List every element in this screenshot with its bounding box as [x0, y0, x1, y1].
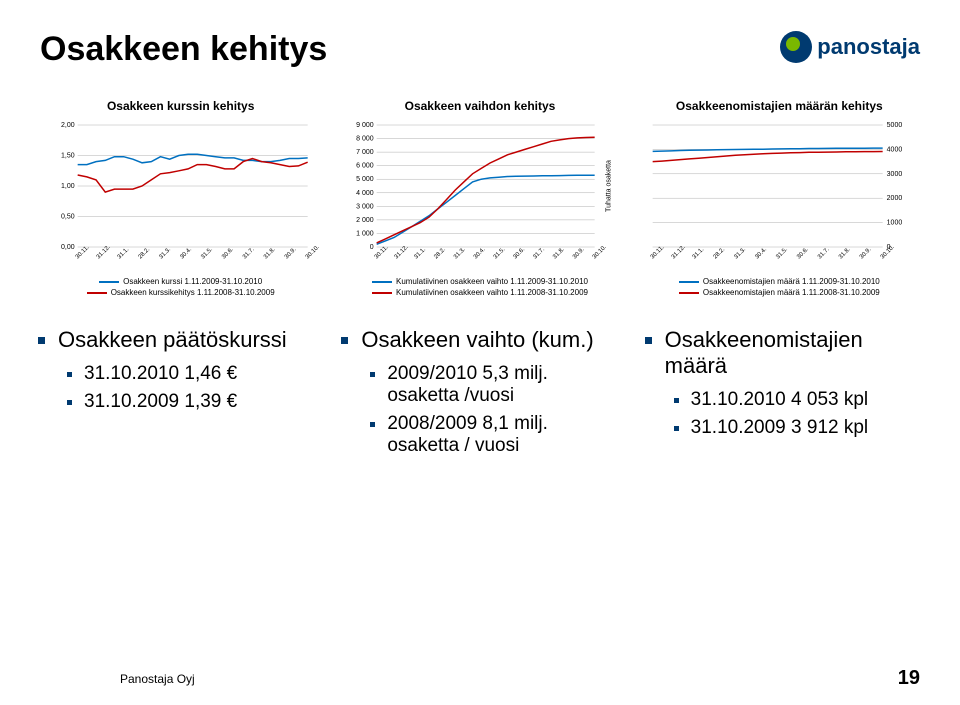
svg-text:28.2.: 28.2.	[138, 246, 152, 260]
svg-text:31.12.: 31.12.	[394, 244, 410, 260]
svg-text:1,50: 1,50	[61, 153, 75, 160]
svg-text:30.4.: 30.4.	[473, 246, 487, 260]
legend-item: Osakkeen kurssikehitys 1.11.2008-31.10.2…	[87, 288, 275, 297]
svg-text:30.10.: 30.10.	[305, 244, 321, 260]
page-number: 19	[898, 667, 920, 690]
svg-text:5 000: 5 000	[356, 176, 374, 183]
chart-volume: Osakkeen vaihdon kehitys 0 1 000 2 000 3 00…	[339, 99, 620, 297]
chart-volume-legend: Kumulatiivinen osakkeen vaihto 1.11.2009…	[372, 277, 588, 297]
svg-text:31.5.: 31.5.	[775, 246, 789, 260]
svg-text:30.11.: 30.11.	[374, 244, 390, 260]
svg-text:31.5.: 31.5.	[493, 246, 507, 260]
svg-text:30.11.: 30.11.	[75, 244, 91, 260]
panostaja-logo-icon	[779, 30, 813, 64]
svg-text:30.10.: 30.10.	[592, 244, 608, 260]
svg-text:30.9.: 30.9.	[572, 246, 586, 260]
chart-owners-title: Osakkeenomistajien määrän kehitys	[676, 99, 883, 113]
svg-text:31.7.: 31.7.	[533, 246, 547, 260]
col2-heading: Osakkeen vaihto (kum.)	[361, 327, 593, 352]
svg-text:6 000: 6 000	[356, 163, 374, 170]
chart-price-plot: 0,00 0,50 1,00 1,50 2,00 30.11. 31.12. 31.1. 28.…	[40, 121, 321, 271]
svg-text:31.3.: 31.3.	[158, 246, 172, 260]
svg-text:9 000: 9 000	[356, 122, 374, 129]
svg-text:3 000: 3 000	[356, 203, 374, 210]
svg-text:2 000: 2 000	[356, 217, 374, 224]
svg-text:31.8.: 31.8.	[553, 246, 567, 260]
svg-text:8 000: 8 000	[356, 136, 374, 143]
svg-text:0,00: 0,00	[61, 244, 75, 251]
svg-text:1000: 1000	[886, 220, 902, 227]
legend-item: Kumulatiivinen osakkeen vaihto 1.11.2008…	[372, 288, 588, 297]
svg-text:30.9.: 30.9.	[284, 246, 298, 260]
chart-owners-legend: Osakkeenomistajien määrä 1.11.2009-31.10…	[679, 277, 880, 297]
svg-text:4000: 4000	[886, 146, 902, 153]
chart-owners-plot: 01000200030004000500030.11.31.12.31.1.28…	[639, 121, 920, 271]
chart-price-title: Osakkeen kurssin kehitys	[107, 99, 254, 113]
page-title: Osakkeen kehitys	[40, 30, 327, 69]
svg-text:30.6.: 30.6.	[221, 246, 235, 260]
list-item: 31.10.2010 1,46 €	[84, 363, 313, 385]
svg-text:31.5.: 31.5.	[200, 246, 214, 260]
chart-volume-plot: 0 1 000 2 000 3 000 4 000 5 000 6 000 7 000 8 00…	[339, 121, 620, 271]
bullets-col3: Osakkeenomistajien määrä 31.10.2010 4 05…	[647, 327, 920, 457]
svg-text:30.6.: 30.6.	[513, 246, 527, 260]
svg-text:2000: 2000	[886, 195, 902, 202]
chart-volume-title: Osakkeen vaihdon kehitys	[405, 99, 556, 113]
svg-text:31.8.: 31.8.	[838, 246, 852, 260]
svg-text:4 000: 4 000	[356, 190, 374, 197]
list-item: 2008/2009 8,1 milj. osaketta / vuosi	[387, 413, 616, 457]
svg-text:3000: 3000	[886, 171, 902, 178]
list-item: 31.10.2009 3 912 kpl	[691, 417, 920, 439]
svg-text:30.11.: 30.11.	[649, 244, 665, 260]
list-item: 31.10.2009 1,39 €	[84, 391, 313, 413]
svg-text:31.3.: 31.3.	[453, 246, 467, 260]
logo: panostaja	[779, 30, 920, 64]
legend-item: Osakkeenomistajien määrä 1.11.2008-31.10…	[679, 288, 880, 297]
svg-text:7 000: 7 000	[356, 149, 374, 156]
svg-text:0: 0	[370, 244, 374, 251]
svg-text:28.2.: 28.2.	[434, 246, 448, 260]
svg-text:31.8.: 31.8.	[263, 246, 277, 260]
svg-text:2,00: 2,00	[61, 122, 75, 129]
chart-owners: Osakkeenomistajien määrän kehitys 010002…	[639, 99, 920, 297]
svg-text:31.12.: 31.12.	[96, 244, 112, 260]
logo-text: panostaja	[817, 34, 920, 60]
bullets-col1: Osakkeen päätöskurssi 31.10.2010 1,46 € 3…	[40, 327, 313, 457]
footer-company: Panostaja Oyj	[120, 672, 195, 686]
svg-text:Tuhatta osaketta: Tuhatta osaketta	[606, 160, 613, 212]
svg-text:31.7.: 31.7.	[242, 246, 256, 260]
legend-item: Osakkeen kurssi 1.11.2009-31.10.2010	[99, 277, 262, 286]
svg-text:30.4.: 30.4.	[179, 246, 193, 260]
svg-text:31.1.: 31.1.	[117, 246, 131, 260]
svg-text:1,00: 1,00	[61, 183, 75, 190]
svg-text:1 000: 1 000	[356, 230, 374, 237]
legend-item: Kumulatiivinen osakkeen vaihto 1.11.2009…	[372, 277, 588, 286]
list-item: 31.10.2010 4 053 kpl	[691, 389, 920, 411]
col1-heading: Osakkeen päätöskurssi	[58, 327, 287, 352]
legend-item: Osakkeenomistajien määrä 1.11.2009-31.10…	[679, 277, 880, 286]
svg-text:31.1.: 31.1.	[414, 246, 428, 260]
svg-text:30.6.: 30.6.	[796, 246, 810, 260]
svg-text:28.2.: 28.2.	[712, 246, 726, 260]
svg-text:0,50: 0,50	[61, 214, 75, 221]
svg-text:30.4.: 30.4.	[754, 246, 768, 260]
chart-price: Osakkeen kurssin kehitys 0,00 0,50 1,00 1,5…	[40, 99, 321, 297]
svg-text:5000: 5000	[886, 122, 902, 129]
svg-text:30.9.: 30.9.	[859, 246, 873, 260]
col3-heading: Osakkeenomistajien määrä	[665, 327, 863, 378]
chart-price-legend: Osakkeen kurssi 1.11.2009-31.10.2010 Osak…	[87, 277, 275, 297]
list-item: 2009/2010 5,3 milj. osaketta /vuosi	[387, 363, 616, 407]
svg-text:31.3.: 31.3.	[733, 246, 747, 260]
svg-text:31.1.: 31.1.	[691, 246, 705, 260]
bullets-col2: Osakkeen vaihto (kum.) 2009/2010 5,3 mil…	[343, 327, 616, 457]
svg-text:31.7.: 31.7.	[817, 246, 831, 260]
svg-text:31.12.: 31.12.	[670, 244, 686, 260]
